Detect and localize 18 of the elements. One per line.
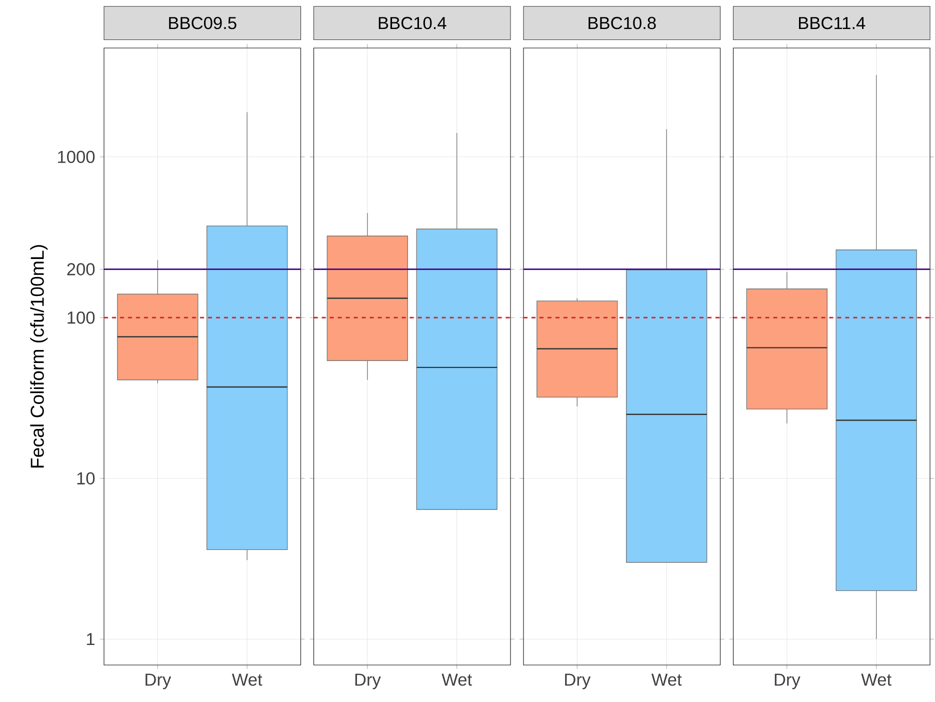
chart-title: BBC11.4 xyxy=(799,16,866,30)
x-tick-label: Wet xyxy=(442,674,472,686)
x-tick-label: Dry xyxy=(355,674,381,690)
y-tick-label: 1000 xyxy=(58,150,95,164)
x-tick-label: Dry xyxy=(565,674,591,690)
y-axis-title: Fecal Coliform (cfu/100mL) xyxy=(30,245,48,468)
chart-title: BBC10.4 xyxy=(378,16,446,30)
chart-title: BBC09.5 xyxy=(169,16,236,30)
chart-title: BBC10.8 xyxy=(588,16,656,30)
y-tick-label: 200 xyxy=(67,263,95,276)
x-tick-label: Dry xyxy=(774,674,800,690)
x-tick-label: Dry xyxy=(146,674,172,690)
y-tick-label: 1 xyxy=(86,633,94,646)
x-tick-label: Wet xyxy=(861,674,892,686)
y-tick-label: 100 xyxy=(68,311,95,324)
y-tick-label: 10 xyxy=(77,472,95,484)
x-tick-label: Wet xyxy=(651,674,682,686)
x-tick-label: Wet xyxy=(232,674,262,686)
